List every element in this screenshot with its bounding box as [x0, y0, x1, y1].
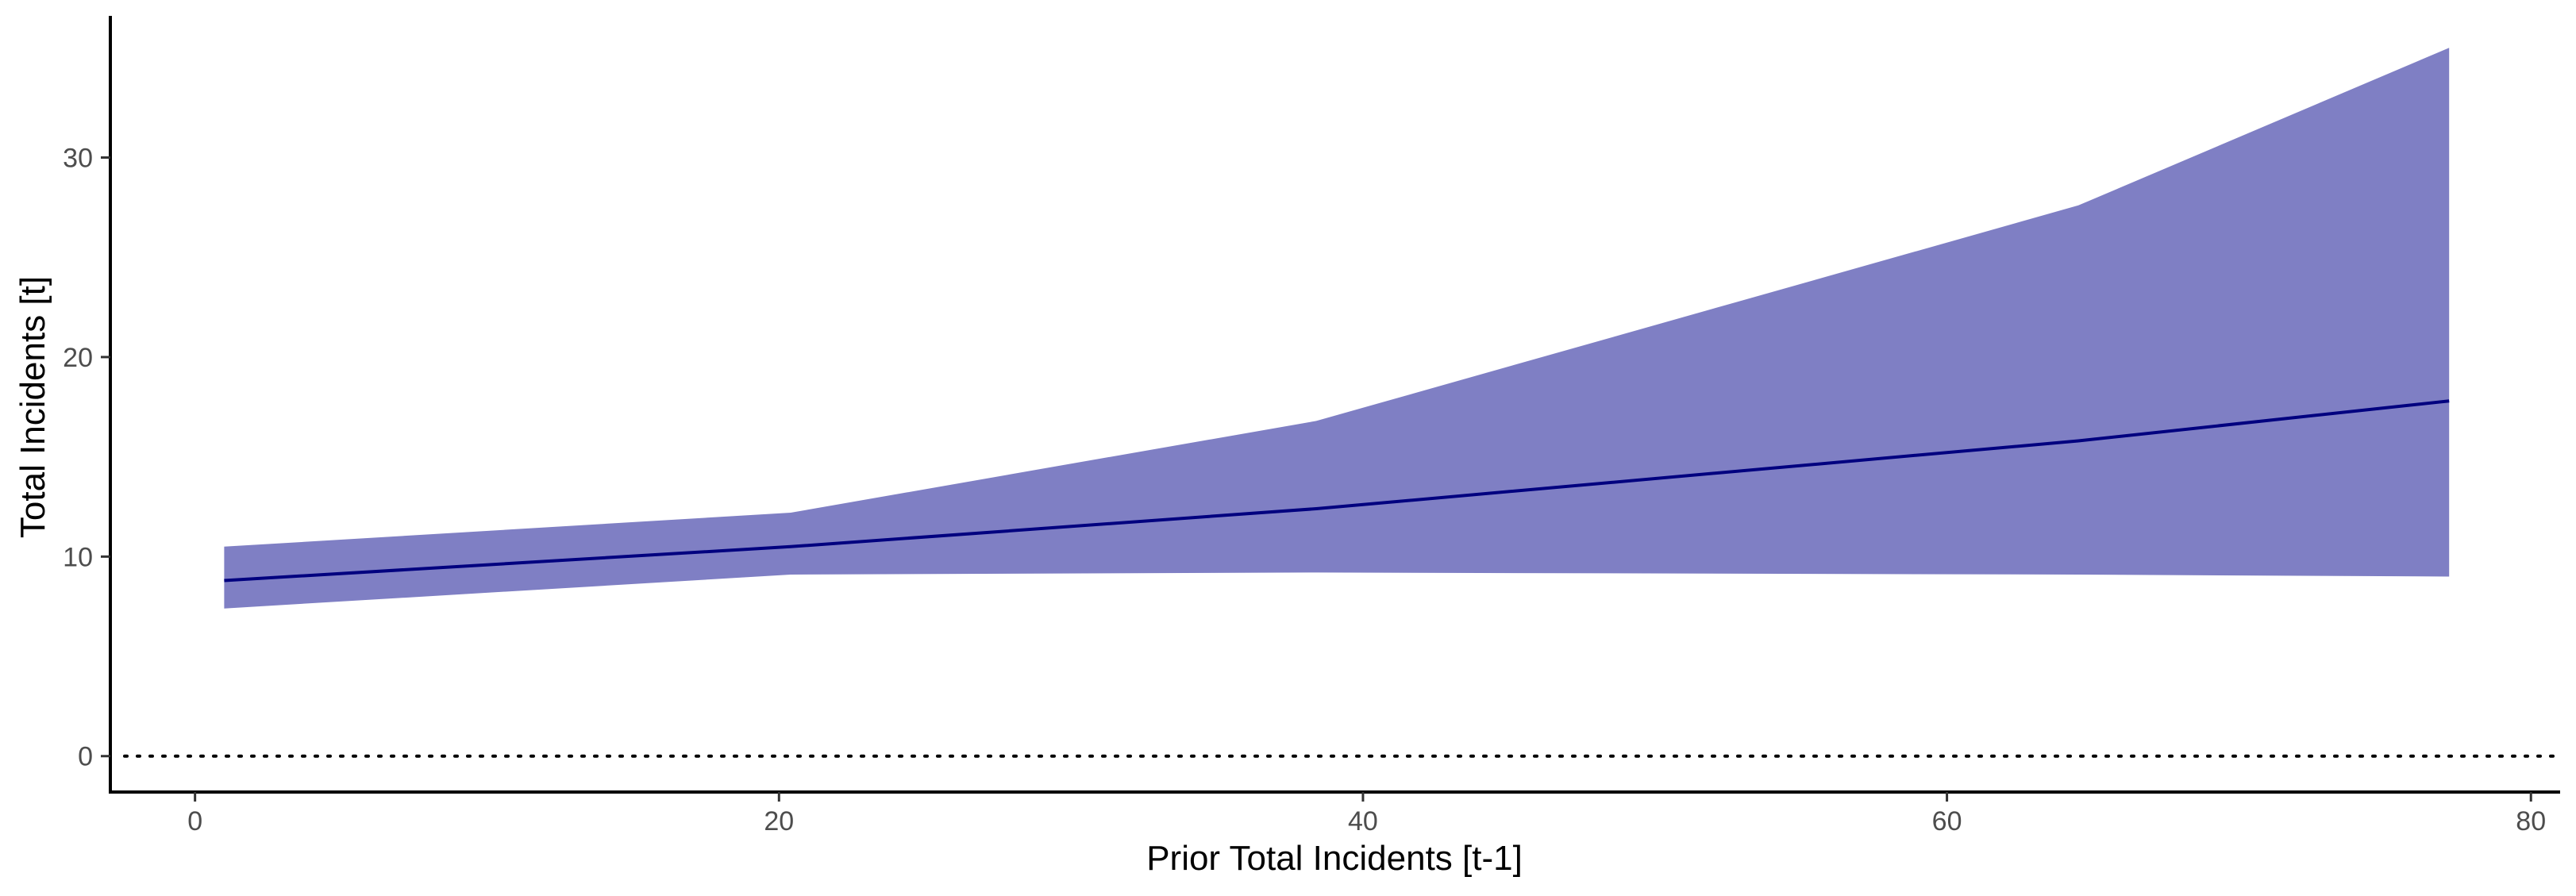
- x-tick-label: 40: [1348, 806, 1378, 836]
- y-tick-label: 0: [78, 742, 93, 772]
- y-axis-ticks: 0 10 20 30: [63, 144, 110, 772]
- confidence-band: [224, 48, 2450, 609]
- y-tick-label: 20: [63, 343, 93, 373]
- y-tick-label: 30: [63, 144, 93, 174]
- x-axis-ticks: 0 20 40 60 80: [187, 792, 2546, 836]
- y-axis-title: Total Incidents [t]: [13, 276, 52, 538]
- plot-panel: [123, 48, 2562, 758]
- y-tick-label: 10: [63, 542, 93, 572]
- x-tick-label: 60: [1932, 806, 1962, 836]
- x-tick-label: 80: [2516, 806, 2546, 836]
- x-tick-label: 20: [764, 806, 794, 836]
- x-axis-title: Prior Total Incidents [t-1]: [1146, 839, 1523, 878]
- x-tick-label: 0: [187, 806, 202, 836]
- series-line: [224, 399, 2450, 583]
